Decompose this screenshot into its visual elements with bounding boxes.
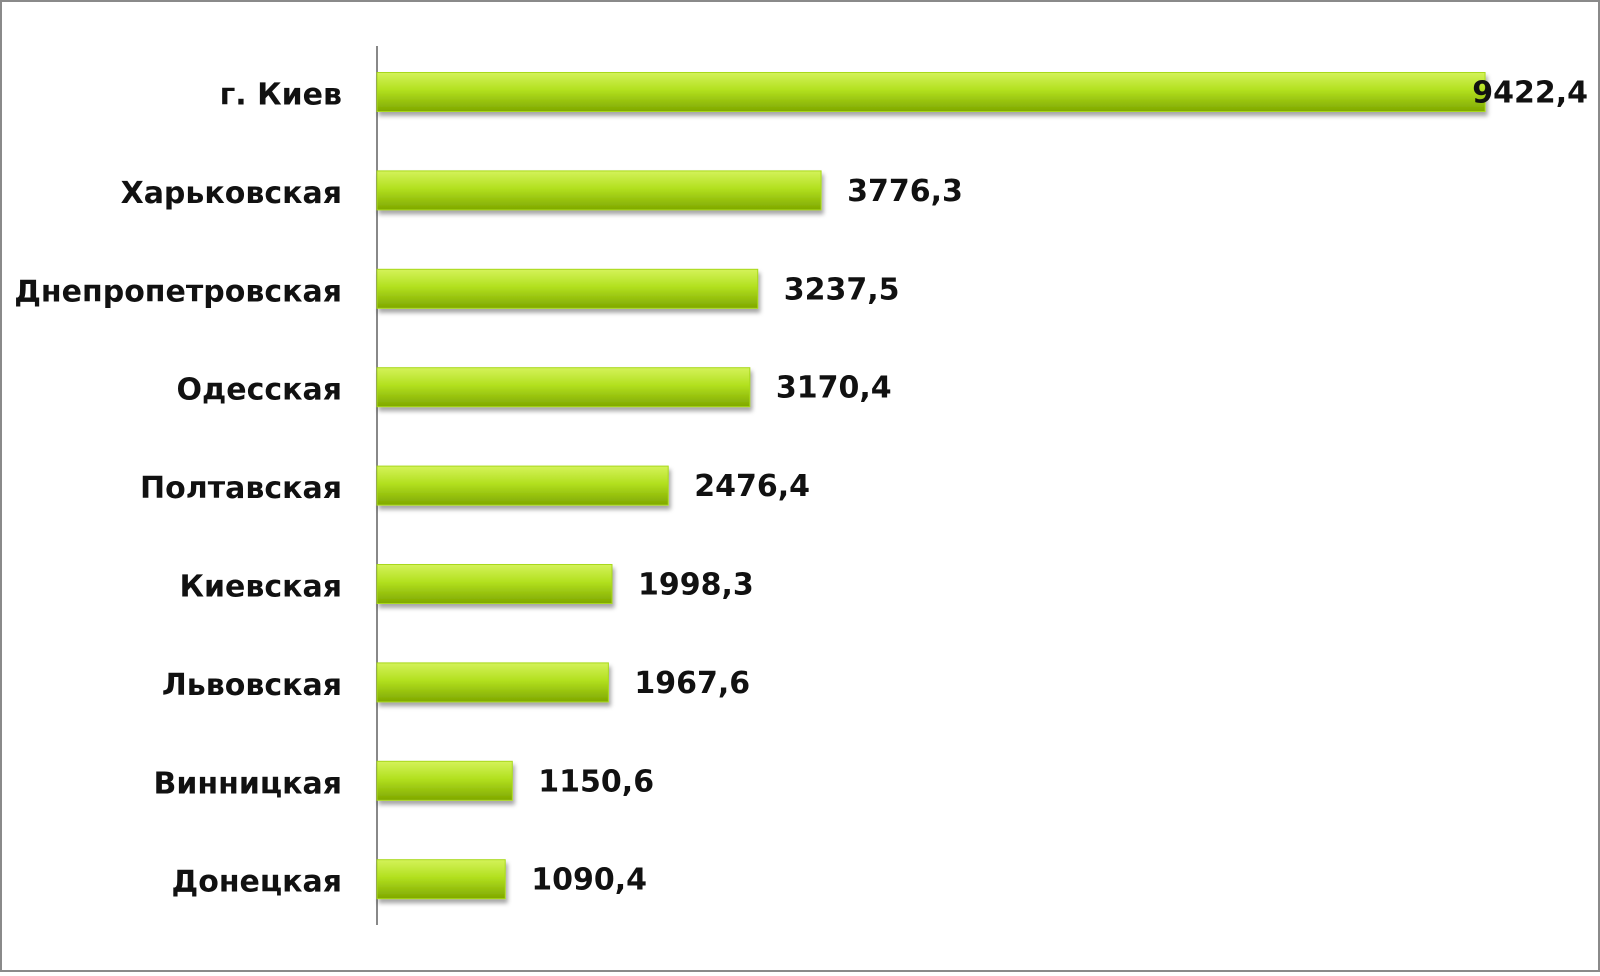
- bar: [376, 760, 513, 801]
- category-label: Полтавская: [140, 471, 342, 506]
- bar: [376, 662, 609, 703]
- category-label: Винницкая: [154, 766, 342, 801]
- category-label: Харьковская: [121, 176, 342, 211]
- value-label: 2476,4: [694, 469, 810, 504]
- value-label: 3776,3: [847, 174, 963, 209]
- category-label: Днепропетровская: [14, 274, 342, 309]
- value-label: 1967,6: [634, 666, 750, 701]
- bar: [376, 367, 751, 408]
- value-label: 3237,5: [784, 272, 900, 307]
- value-label: 1090,4: [531, 863, 647, 898]
- value-label: 1998,3: [638, 568, 754, 603]
- bar: [376, 859, 506, 900]
- bar: [376, 72, 1486, 112]
- category-label: Одесская: [176, 373, 342, 408]
- bar: [376, 564, 613, 604]
- category-label: Киевская: [179, 570, 342, 605]
- value-label: 9422,4: [1472, 76, 1588, 111]
- category-label: Донецкая: [171, 865, 342, 900]
- bar: [376, 268, 759, 309]
- value-label: 3170,4: [776, 371, 892, 406]
- value-label: 1150,6: [538, 764, 654, 799]
- bar: [376, 170, 822, 211]
- category-label: г. Киев: [220, 78, 342, 113]
- category-label: Львовская: [162, 668, 342, 703]
- bar: [376, 465, 669, 506]
